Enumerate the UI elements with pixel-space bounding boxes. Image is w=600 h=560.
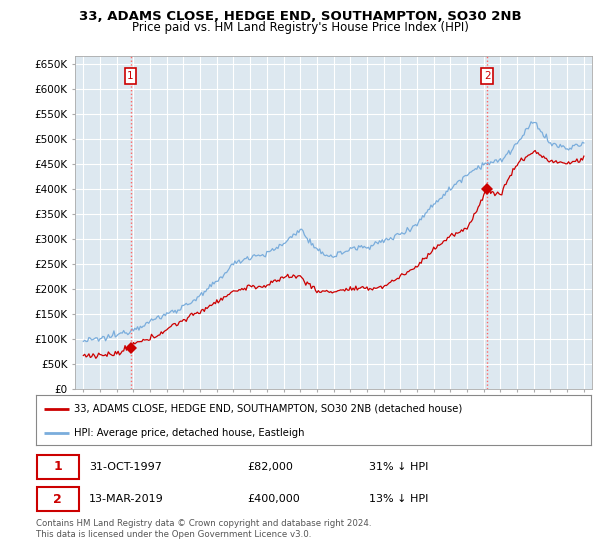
Text: 31% ↓ HPI: 31% ↓ HPI bbox=[369, 462, 428, 472]
Text: HPI: Average price, detached house, Eastleigh: HPI: Average price, detached house, East… bbox=[74, 428, 304, 437]
FancyBboxPatch shape bbox=[37, 487, 79, 511]
Text: £400,000: £400,000 bbox=[247, 494, 299, 504]
FancyBboxPatch shape bbox=[37, 455, 79, 479]
Text: 33, ADAMS CLOSE, HEDGE END, SOUTHAMPTON, SO30 2NB (detached house): 33, ADAMS CLOSE, HEDGE END, SOUTHAMPTON,… bbox=[74, 404, 462, 414]
Text: Price paid vs. HM Land Registry's House Price Index (HPI): Price paid vs. HM Land Registry's House … bbox=[131, 21, 469, 34]
Text: 2: 2 bbox=[53, 493, 62, 506]
Text: 13-MAR-2019: 13-MAR-2019 bbox=[89, 494, 163, 504]
Text: 2: 2 bbox=[484, 71, 490, 81]
Text: 1: 1 bbox=[53, 460, 62, 473]
Text: 33, ADAMS CLOSE, HEDGE END, SOUTHAMPTON, SO30 2NB: 33, ADAMS CLOSE, HEDGE END, SOUTHAMPTON,… bbox=[79, 10, 521, 23]
Text: 1: 1 bbox=[127, 71, 134, 81]
Text: Contains HM Land Registry data © Crown copyright and database right 2024.
This d: Contains HM Land Registry data © Crown c… bbox=[36, 519, 371, 539]
Text: £82,000: £82,000 bbox=[247, 462, 293, 472]
Text: 31-OCT-1997: 31-OCT-1997 bbox=[89, 462, 161, 472]
Text: 13% ↓ HPI: 13% ↓ HPI bbox=[369, 494, 428, 504]
